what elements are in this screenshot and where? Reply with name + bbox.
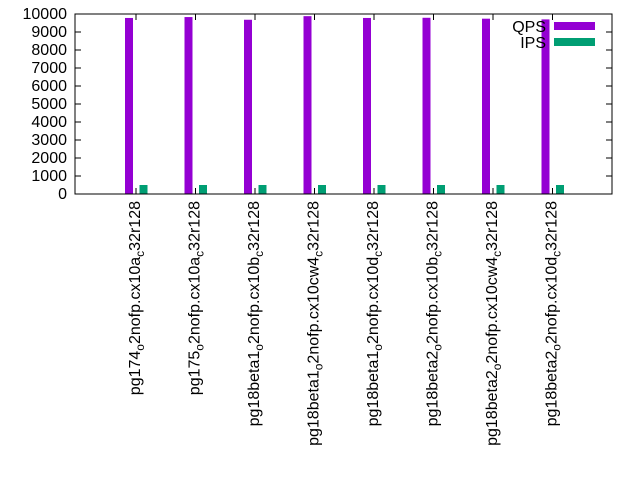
- bar-ips: [199, 185, 207, 194]
- legend-label-qps: QPS: [512, 19, 546, 36]
- legend-swatch-qps: [554, 22, 595, 30]
- bar-qps: [125, 17, 133, 195]
- bar-ips: [318, 185, 326, 194]
- plot-frame: [74, 13, 613, 195]
- x-tick-label: pg18beta1o2nofp.cx10cw4c32r128: [306, 201, 326, 446]
- x-tick-label: pg174o2nofp.cx10ac32r128: [127, 201, 147, 395]
- y-axis: 0100020003000400050006000700080009000100…: [23, 6, 612, 203]
- bar-ips: [258, 185, 267, 194]
- x-tick-label: pg18beta1o2nofp.cx10bc32r128: [246, 201, 266, 426]
- bar-qps: [422, 17, 431, 195]
- bar-qps: [482, 18, 490, 195]
- x-tick-label: pg175o2nofp.cx10ac32r128: [187, 201, 207, 395]
- bar-ips: [377, 185, 386, 194]
- bar-ips: [139, 185, 148, 194]
- x-axis: pg174o2nofp.cx10ac32r128 pg175o2nofp.cx10…: [127, 14, 564, 446]
- y-tick-label: 8000: [31, 42, 67, 59]
- bars: [125, 16, 564, 195]
- y-tick-label: 0: [58, 186, 67, 203]
- x-tick-label: pg18beta1o2nofp.cx10dc32r128: [365, 201, 385, 426]
- y-tick-label: 2000: [31, 150, 67, 167]
- bar-ips: [496, 185, 505, 194]
- y-tick-label: 5000: [31, 96, 67, 113]
- bar-qps: [363, 17, 371, 195]
- x-tick-label: pg18beta2o2nofp.cx10dc32r128: [544, 201, 564, 426]
- y-tick-label: 6000: [31, 78, 67, 95]
- y-tick-label: 7000: [31, 60, 67, 77]
- bar-qps: [541, 19, 550, 195]
- y-tick-label: 3000: [31, 132, 67, 149]
- y-tick-label: 1000: [31, 168, 67, 185]
- y-tick-label: 9000: [31, 24, 67, 41]
- x-tick-label: pg18beta2o2nofp.cx10bc32r128: [425, 201, 445, 426]
- legend-swatch-ips: [554, 38, 595, 46]
- bar-qps: [303, 16, 312, 194]
- y-tick-label: 4000: [31, 114, 67, 131]
- y-tick-label: 10000: [23, 6, 68, 23]
- bar-ips: [556, 185, 564, 194]
- x-tick-label: pg18beta2o2nofp.cx10cw4c32r128: [484, 201, 504, 446]
- bar-qps: [184, 17, 193, 195]
- bar-ips: [437, 185, 445, 194]
- legend-label-ips: IPS: [520, 35, 546, 52]
- bar-qps: [244, 19, 252, 195]
